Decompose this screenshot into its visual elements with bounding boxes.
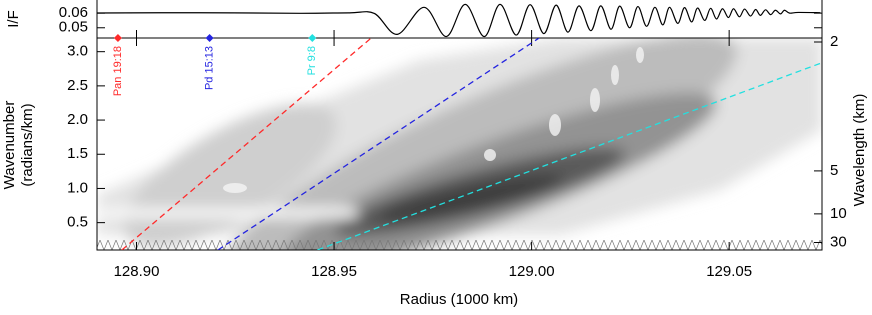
resonance-line (217, 38, 540, 250)
plot-frame (96, 0, 823, 39)
x-tick-label: 129.00 (509, 263, 555, 280)
resonance-marker (205, 34, 214, 42)
resonance-line (121, 38, 372, 250)
x-tick-label: 128.95 (311, 263, 357, 280)
x-tick-label: 129.05 (706, 263, 752, 280)
x-axis-title: Radius (1000 km) (400, 291, 518, 308)
resonance-label: Pan 19:18 (112, 46, 124, 96)
y2-tick-label: 30 (830, 233, 847, 250)
y-tick-label: 1.0 (67, 179, 88, 196)
x-tick-label: 128.90 (114, 263, 160, 280)
resonance-label: Pd 15:13 (204, 46, 216, 90)
y-axis-title: (radians/km) (19, 103, 36, 186)
y2-tick-label: 2 (830, 33, 838, 50)
y-tick-label: 2.5 (67, 77, 88, 94)
y2-axis-title: Wavelength (km) (851, 94, 868, 207)
resonance-label: Pr 9:8 (306, 46, 318, 75)
y2-tick-label: 10 (830, 205, 847, 222)
resonance-marker (308, 34, 317, 42)
y-axis-title: I/F (5, 10, 22, 28)
y-tick-label: 0.5 (67, 214, 88, 231)
profile-line (97, 3, 821, 38)
y2-tick-label: 5 (830, 162, 838, 179)
y-tick-label: 1.5 (67, 145, 88, 162)
y-tick-label: 0.06 (59, 4, 88, 21)
wavelet-power (97, 38, 822, 250)
y-tick-label: 2.0 (67, 111, 88, 128)
y-tick-label: 3.0 (67, 43, 88, 60)
y-axis-title: Wavenumber (1, 101, 18, 190)
y-tick-label: 0.05 (59, 19, 88, 36)
resonance-marker (113, 34, 122, 42)
